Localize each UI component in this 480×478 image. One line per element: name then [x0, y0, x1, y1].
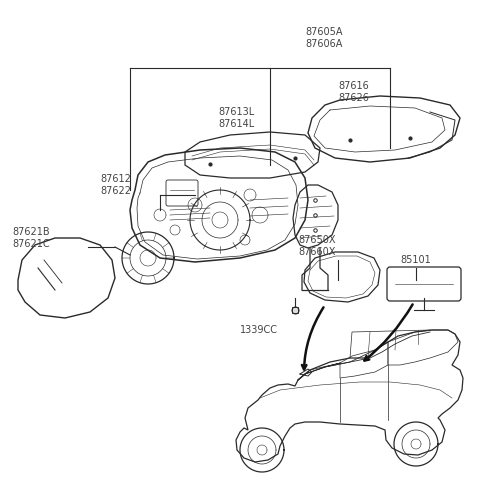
Text: 87621B
87621C: 87621B 87621C: [12, 227, 49, 249]
Text: 87613L
87614L: 87613L 87614L: [218, 107, 254, 129]
Text: 85101: 85101: [400, 255, 431, 265]
Text: 87612
87622: 87612 87622: [100, 174, 131, 196]
Text: 1339CC: 1339CC: [240, 325, 278, 335]
Text: 87605A
87606A: 87605A 87606A: [305, 27, 343, 49]
Text: 87650X
87660X: 87650X 87660X: [298, 235, 336, 257]
Text: 87616
87626: 87616 87626: [338, 81, 369, 103]
